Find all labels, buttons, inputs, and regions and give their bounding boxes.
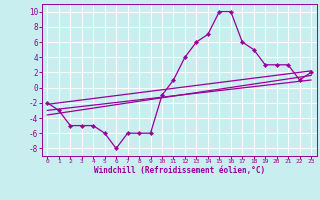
X-axis label: Windchill (Refroidissement éolien,°C): Windchill (Refroidissement éolien,°C) [94, 166, 265, 175]
